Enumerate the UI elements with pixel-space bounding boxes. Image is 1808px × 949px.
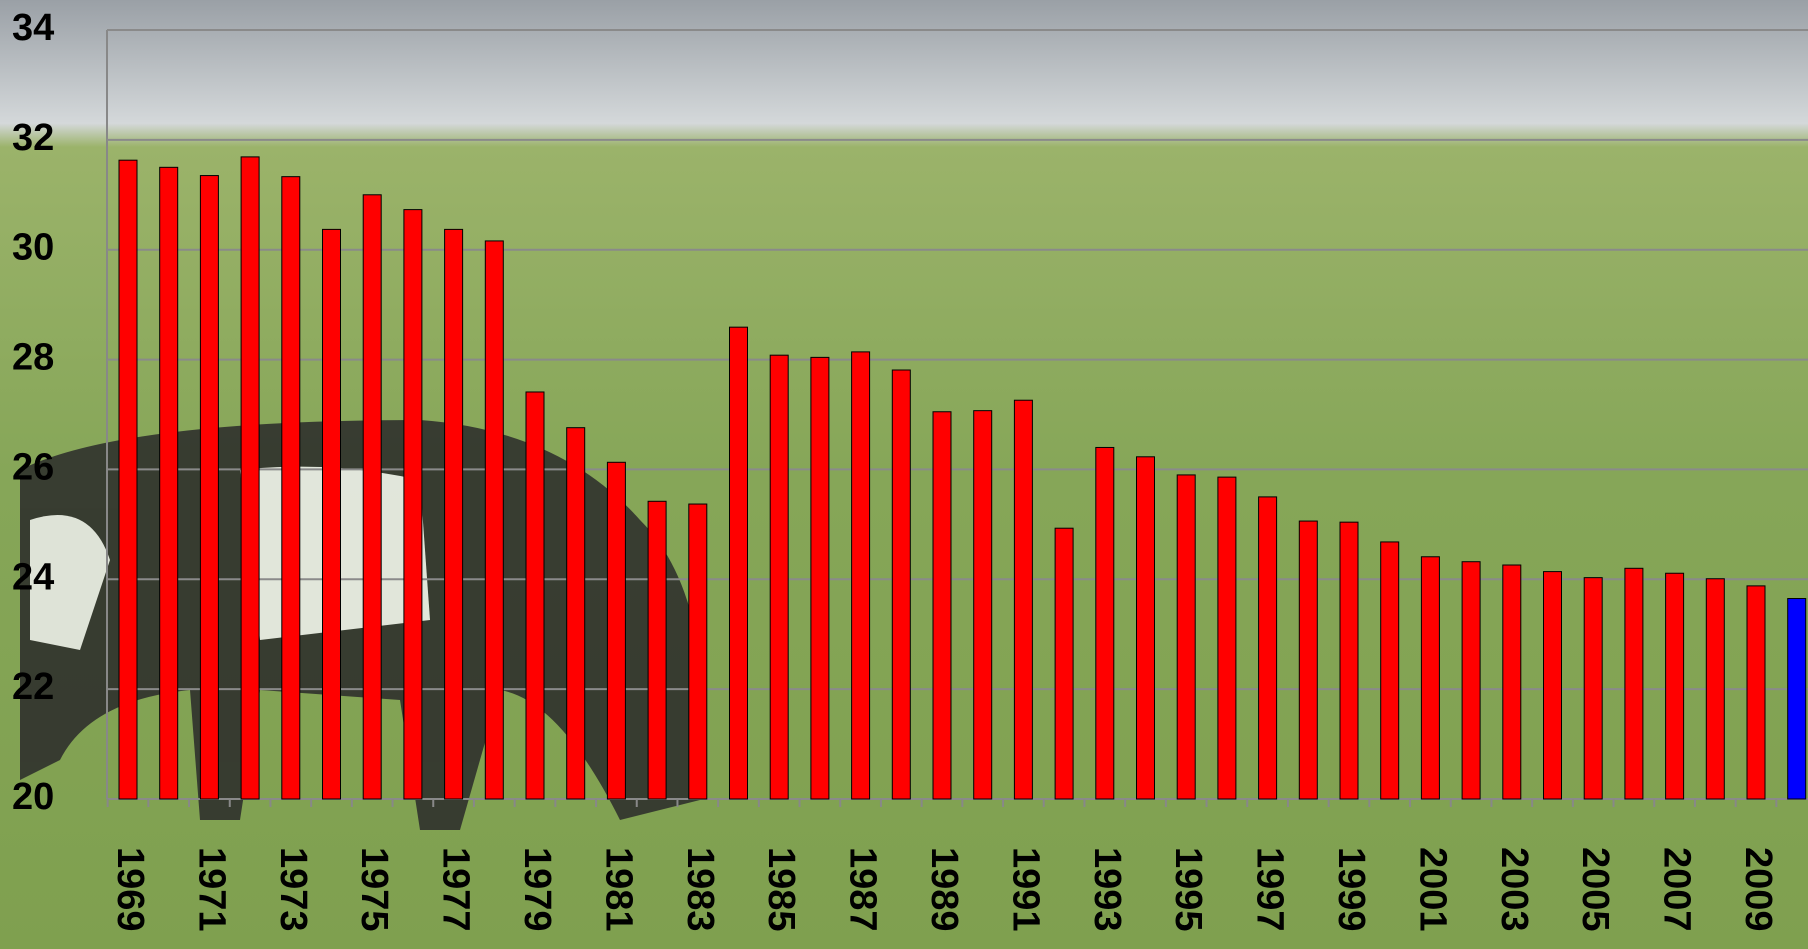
bar: [1136, 456, 1155, 800]
bar: [281, 176, 301, 800]
x-tick-label: 1999: [1330, 847, 1372, 932]
x-tick-label: 1985: [760, 847, 802, 932]
bar: [484, 240, 504, 800]
x-tick-label: 1969: [109, 847, 151, 932]
x-tick-label: 2001: [1411, 847, 1453, 932]
bar: [322, 228, 341, 800]
x-tick-label: 1971: [190, 847, 232, 932]
bar: [647, 500, 667, 800]
bar: [1746, 585, 1766, 800]
bar: [1583, 577, 1603, 800]
x-tick-label: 2007: [1656, 847, 1698, 932]
bar: [810, 356, 830, 800]
bar: [444, 228, 464, 800]
bar: [525, 391, 545, 800]
y-tick-label: 26: [12, 446, 54, 488]
bar: [1054, 527, 1074, 800]
bar: [1298, 520, 1318, 800]
bar: [1217, 476, 1237, 800]
bar: [118, 159, 138, 800]
x-tick-label: 2005: [1574, 847, 1616, 932]
bar: [1624, 567, 1644, 800]
bar: [1339, 521, 1359, 800]
bar: [851, 351, 871, 800]
bar: [606, 461, 626, 800]
x-tick-label: 1989: [923, 847, 965, 932]
x-tick-label: 1973: [272, 847, 314, 932]
bar: [1013, 399, 1033, 800]
bar: [891, 369, 911, 800]
bar: [1787, 598, 1807, 800]
x-tick-label: 1975: [353, 847, 395, 932]
bar: [769, 354, 789, 800]
bar: [1705, 578, 1725, 800]
bar: [973, 410, 993, 800]
x-tick-label: 1997: [1249, 847, 1291, 932]
x-tick-label: 1993: [1086, 847, 1128, 932]
x-tick-label: 1977: [435, 847, 477, 932]
x-tick-label: 2003: [1493, 847, 1535, 932]
bar: [1258, 496, 1278, 800]
x-tick-label: 1981: [597, 847, 639, 932]
x-tick-label: 1995: [1167, 847, 1209, 932]
bar: [362, 194, 382, 800]
x-tick-label: 2009: [1737, 847, 1779, 932]
bar: [688, 503, 708, 800]
bar: [1176, 474, 1196, 800]
y-tick-label: 28: [12, 337, 54, 379]
y-tick-label: 20: [12, 776, 54, 818]
bar: [1543, 571, 1562, 800]
y-tick-label: 30: [12, 227, 54, 269]
bar: [566, 427, 586, 800]
bar: [932, 411, 952, 800]
bar: [199, 175, 219, 800]
bar: [1380, 541, 1400, 800]
bar: [1461, 561, 1481, 800]
x-tick-label: 1987: [842, 847, 884, 932]
bar: [1095, 446, 1115, 800]
x-tick-label: 1983: [679, 847, 721, 932]
y-tick-label: 34: [12, 7, 54, 49]
bar: [403, 209, 423, 800]
x-tick-label: 1991: [1004, 847, 1046, 932]
y-tick-label: 22: [12, 666, 54, 708]
x-tick-label: 1979: [516, 847, 558, 932]
bar: [159, 166, 179, 800]
bar: [1665, 572, 1685, 800]
bar: [240, 156, 260, 800]
y-tick-label: 24: [12, 556, 54, 598]
bar: [1420, 556, 1440, 800]
y-tick-label: 32: [12, 117, 54, 159]
bar: [729, 326, 748, 800]
bar: [1502, 564, 1522, 800]
